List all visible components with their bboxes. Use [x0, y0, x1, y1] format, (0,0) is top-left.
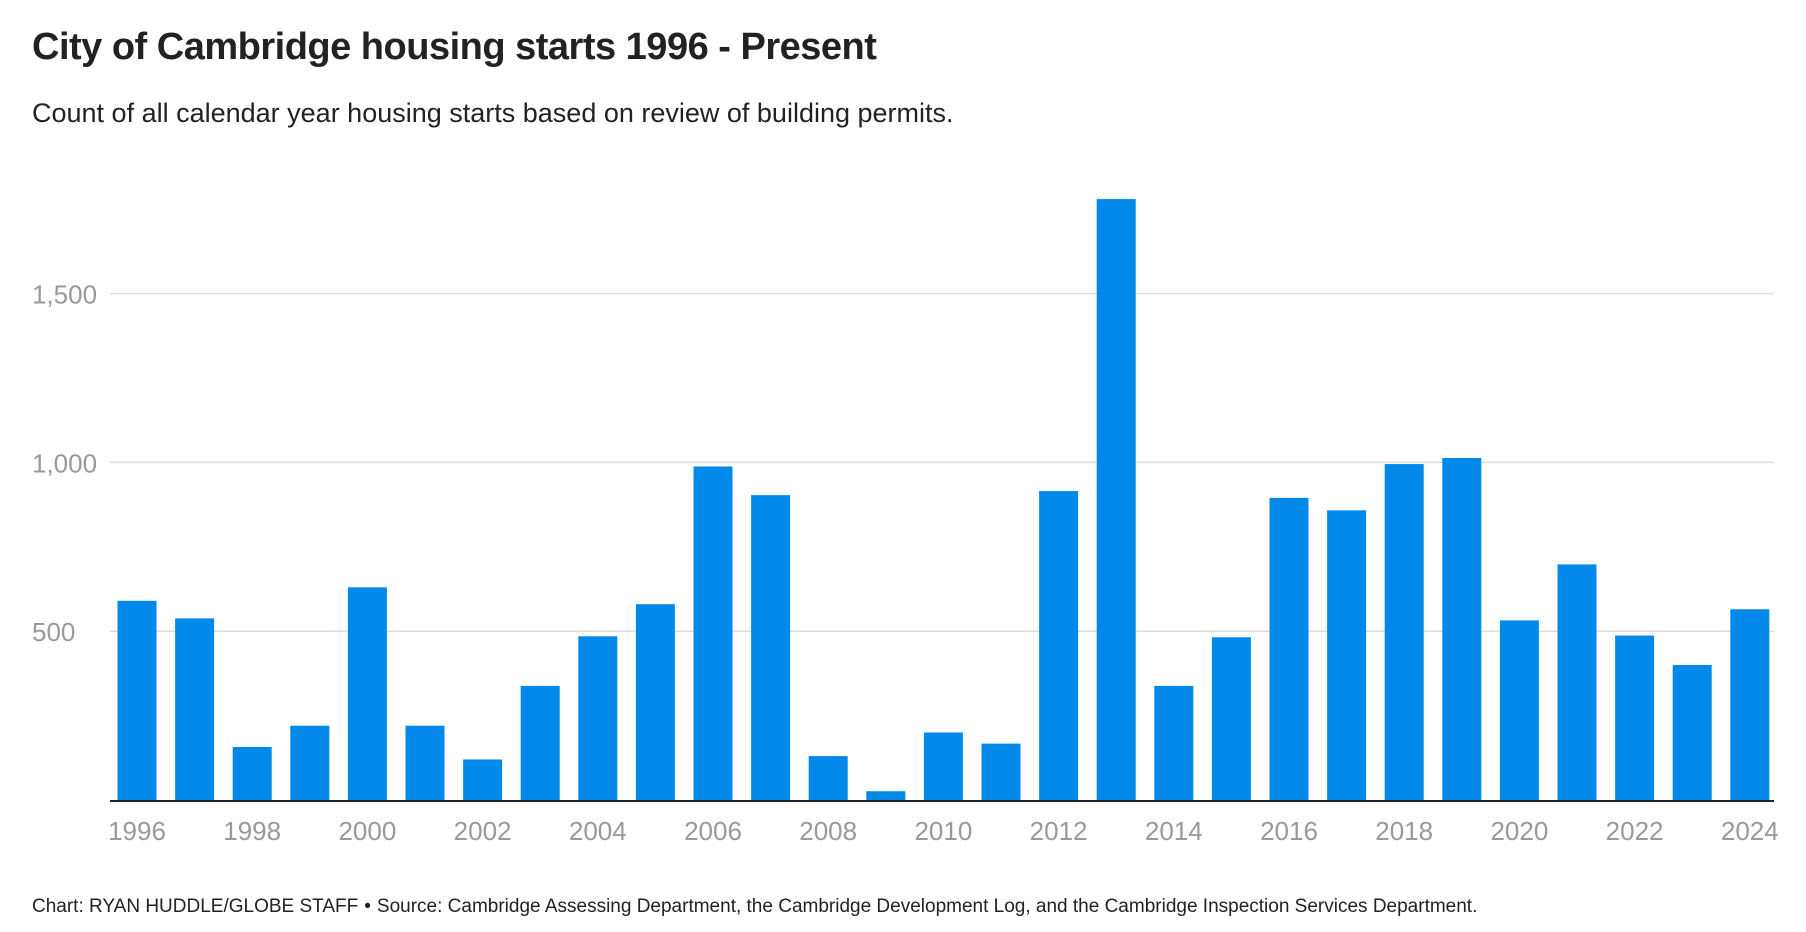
- bar-1997: [175, 618, 215, 800]
- x-tick-label: 2002: [454, 816, 512, 846]
- x-tick-label: 2018: [1375, 816, 1433, 846]
- bar-2007: [751, 495, 791, 800]
- chart-subtitle: Count of all calendar year housing start…: [32, 98, 954, 128]
- bar-2001: [405, 725, 445, 800]
- bar-chart: 500 1,000 1,500 1996 1998 2000 2002 2004 2006 20…: [32, 199, 1779, 846]
- bar-2009: [866, 791, 906, 800]
- bar-1999: [290, 725, 330, 800]
- bar-2012: [1039, 491, 1079, 800]
- x-tick-label: 2008: [799, 816, 857, 846]
- x-tick-label: 2014: [1145, 816, 1203, 846]
- bar-2013: [1096, 199, 1136, 800]
- x-tick-label: 1996: [108, 816, 166, 846]
- chart-title: City of Cambridge housing starts 1996 - …: [32, 26, 877, 68]
- bar-2008: [808, 756, 848, 800]
- chart-footer: Chart: RYAN HUDDLE/GLOBE STAFF • Source: C…: [32, 896, 1477, 918]
- bar-2002: [463, 759, 503, 800]
- x-axis-ticks: 1996 1998 2000 2002 2004 2006 2008 2010 2012 2014…: [108, 816, 1779, 846]
- gridlines: [110, 292, 1774, 632]
- x-tick-label: 1998: [223, 816, 281, 846]
- bar-2017: [1327, 510, 1367, 800]
- bar-2004: [578, 636, 618, 800]
- x-tick-label: 2006: [684, 816, 742, 846]
- bar-1998: [232, 746, 272, 800]
- bar-2019: [1442, 458, 1482, 800]
- bar-2016: [1269, 497, 1309, 800]
- x-tick-label: 2024: [1721, 816, 1779, 846]
- bar-2021: [1557, 564, 1597, 800]
- y-tick-label: 500: [32, 617, 75, 647]
- chart-credit: Chart: RYAN HUDDLE/GLOBE STAFF: [32, 896, 359, 917]
- x-tick-label: 2020: [1490, 816, 1548, 846]
- bar-2010: [923, 732, 963, 800]
- bar-2011: [981, 743, 1021, 800]
- chart-source: Source: Cambridge Assessing Department, …: [376, 896, 1478, 917]
- x-tick-label: 2010: [914, 816, 972, 846]
- footer-separator: •: [364, 896, 371, 917]
- bar-2006: [693, 466, 733, 800]
- bar-2003: [520, 685, 560, 800]
- bar-2018: [1384, 464, 1424, 800]
- x-tick-label: 2022: [1606, 816, 1664, 846]
- bar-1996: [117, 600, 157, 800]
- y-tick-label: 1,500: [32, 280, 97, 310]
- bar-2015: [1211, 637, 1251, 800]
- bar-2014: [1154, 685, 1194, 800]
- bar-2000: [347, 587, 387, 800]
- y-axis-ticks: 500 1,000 1,500: [32, 280, 97, 648]
- x-tick-label: 2016: [1260, 816, 1318, 846]
- y-tick-label: 1,000: [32, 448, 97, 478]
- bar-2005: [635, 604, 675, 800]
- bar-2024: [1730, 609, 1770, 800]
- bar-2022: [1615, 635, 1655, 800]
- x-tick-label: 2000: [338, 816, 396, 846]
- bars: [117, 199, 1770, 800]
- bar-2023: [1672, 664, 1712, 800]
- x-tick-label: 2012: [1030, 816, 1088, 846]
- bar-2020: [1499, 620, 1539, 800]
- x-tick-label: 2004: [569, 816, 627, 846]
